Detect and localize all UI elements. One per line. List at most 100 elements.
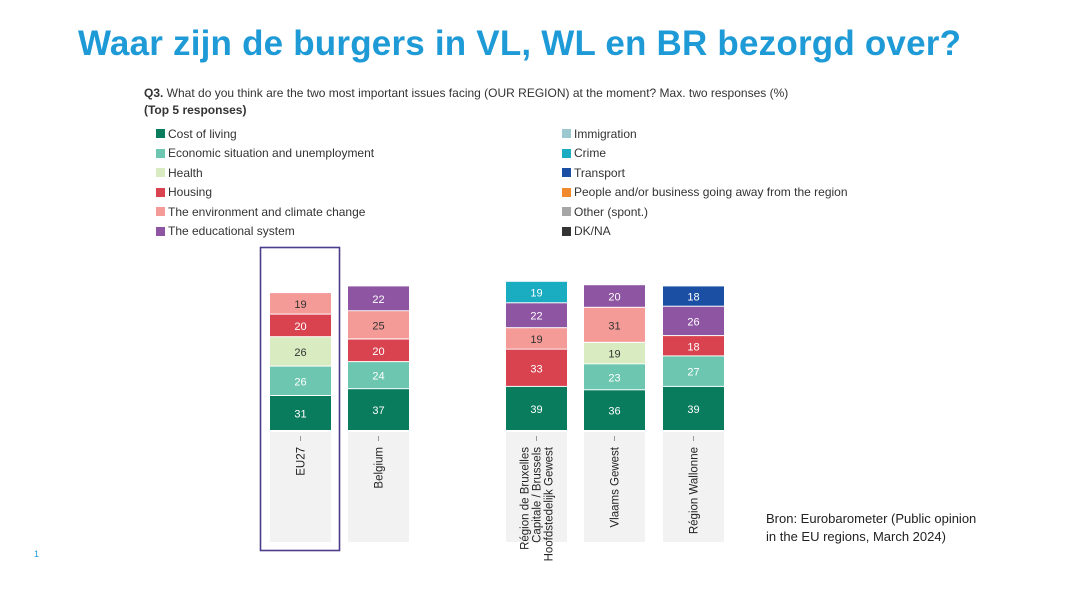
data-label: 39 [530,404,542,416]
label-column [348,432,409,542]
legend-item: Economic situation and unemployment [156,144,374,164]
bar-segment [584,285,645,307]
legend-swatch [156,207,165,217]
legend-swatch [156,168,165,178]
legend-item: The environment and climate change [156,202,374,222]
legend-right: Immigration Crime Transport People and/or b… [562,124,848,241]
category-label: EU27 [296,447,308,476]
legend-item: Immigration [562,124,848,144]
bar-segment [270,337,331,366]
legend-label: Housing [168,185,213,200]
data-label: 39 [687,404,699,416]
data-label: 36 [608,406,620,418]
data-label: 31 [608,320,620,332]
legend-swatch [562,168,571,178]
legend-item: Transport [562,163,848,183]
data-label: 26 [294,376,306,388]
data-label: 26 [294,347,306,359]
bar-segment [584,390,645,430]
bar-segment [348,311,409,339]
data-label: 18 [687,292,699,304]
legend-item: Other (spont.) [562,202,848,222]
data-label: 37 [372,405,384,417]
bar-segment [506,281,567,303]
legend-label: Health [168,165,203,180]
data-label: 22 [530,311,542,323]
legend-label: The environment and climate change [168,204,366,219]
data-label: 20 [608,292,620,304]
bar-segment [584,342,645,364]
legend-swatch [562,187,571,197]
page-number: 1 [34,549,40,559]
legend-swatch [562,148,571,158]
category-label: Région de Bruxelles [520,447,532,550]
data-label: 19 [530,288,542,300]
bar-segment [348,286,409,311]
legend-label: People and/or business going away from t… [574,185,848,200]
legend-label: Other (spont.) [574,204,649,219]
source-line-2: in the EU regions, March 2024) [766,529,946,544]
legend-swatch [562,226,571,236]
bar-segment [506,386,567,430]
data-label: 23 [608,372,620,384]
legend-swatch [156,187,165,197]
bar-segment [584,307,645,342]
category-label: Région Wallonne [689,447,701,534]
bar-segment [348,339,409,362]
legend-label: The educational system [168,224,295,239]
bar-segment [270,314,331,337]
bar-segment [663,286,724,306]
legend-item: Health [156,163,374,183]
data-label: 20 [372,346,384,358]
bar-segment [270,366,331,395]
bar-segment [663,386,724,430]
bar-segment [663,336,724,356]
category-label: Capitale / Brussels [532,447,544,543]
bar-segment [506,303,567,328]
question-text: Q3. What do you think are the two most i… [144,86,788,100]
legend-label: Transport [574,165,625,180]
highlight-frame [259,246,341,552]
bar-segment [348,389,409,430]
legend-label: Cost of living [168,126,237,141]
category-label: Belgium [374,447,386,489]
bar-segment [348,362,409,389]
bar-segment [506,328,567,349]
data-label: 25 [372,320,384,332]
legend-swatch [156,129,165,139]
question-number: Q3. [144,86,164,100]
bar-segment [270,293,331,314]
data-label: 33 [530,363,542,375]
data-label: 22 [372,294,384,306]
legend-item: DK/NA [562,222,848,242]
legend-label: DK/NA [574,224,611,239]
data-label: 26 [687,316,699,328]
legend-item: The educational system [156,222,374,242]
legend-item: People and/or business going away from t… [562,183,848,203]
data-label: 20 [294,321,306,333]
legend-label: Immigration [574,126,637,141]
legend-label: Economic situation and unemployment [168,146,375,161]
bar-segment [506,349,567,386]
data-label: 31 [294,409,306,421]
data-label: 19 [608,349,620,361]
bar-segment [270,396,331,430]
legend-swatch [562,129,571,139]
source-line-1: Bron: Eurobarometer (Public opinion [766,511,977,526]
label-column [506,432,567,542]
question-subtitle: (Top 5 responses) [144,103,247,117]
legend-item: Cost of living [156,124,374,144]
legend-item: Housing [156,183,374,203]
data-label: 24 [372,371,384,383]
bar-segment [584,364,645,390]
legend-label: Crime [574,146,606,161]
page-title: Waar zijn de burgers in VL, WL en BR bez… [78,24,962,63]
data-label: 27 [687,367,699,379]
legend-item: Crime [562,144,848,164]
label-column [270,432,331,542]
data-label: 18 [687,341,699,353]
bar-segment [663,306,724,336]
label-column [663,432,724,542]
bar-segment [663,356,724,386]
